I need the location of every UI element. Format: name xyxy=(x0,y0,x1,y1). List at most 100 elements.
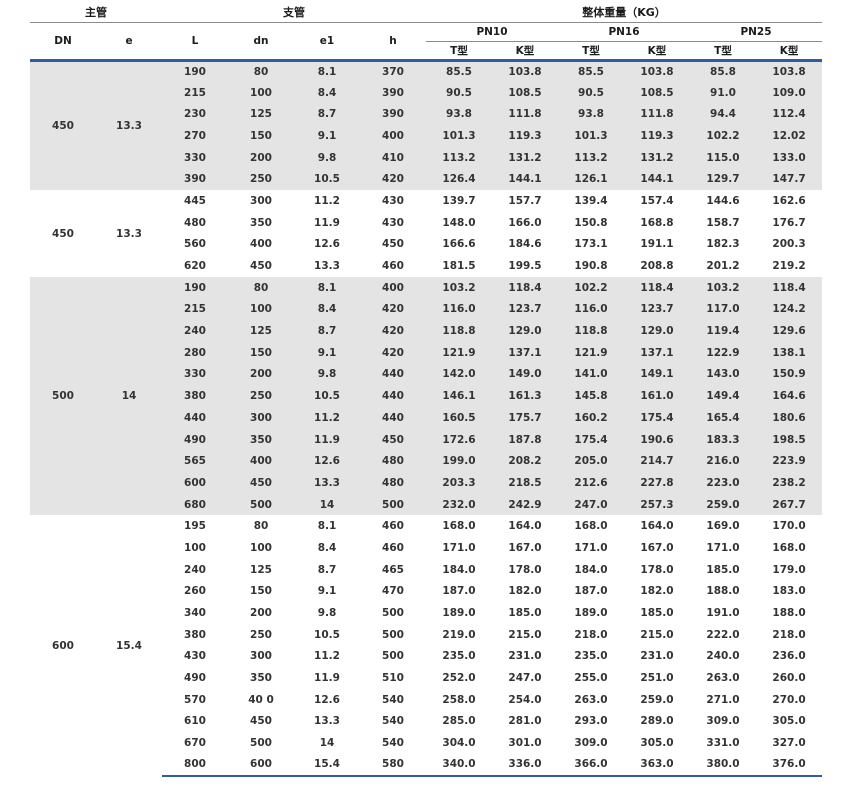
header-col-e: e xyxy=(96,22,162,62)
cell-h: 480 xyxy=(360,472,426,494)
table-row: 340 200 9.8 500 189.0 185.0 189.0 185.0 191.0 188… xyxy=(30,602,822,624)
cell-dn: 125 xyxy=(250,563,272,576)
cell-e1: 12.6 xyxy=(314,693,340,706)
cell-h: 420 xyxy=(360,341,426,364)
cell-pn10-k: 231.0 xyxy=(508,650,542,663)
cell-dn: 500 xyxy=(228,493,294,516)
cell-pn16-k: 129.0 xyxy=(624,320,690,342)
cell-pn25-t: 185.0 xyxy=(706,563,740,576)
cell-dn: 400 xyxy=(228,450,294,473)
table-row: 490 350 11.9 450 172.6 187.8 175.4 190.6 183.3 19… xyxy=(30,428,823,451)
cell-pn25-k: 376.0 xyxy=(756,754,823,777)
cell-dn: 450 xyxy=(228,472,294,494)
cell-e1: 12.6 xyxy=(294,450,360,473)
cell-pn10-k: 182.0 xyxy=(508,585,542,598)
table-row: 450 13.3 190 80 8.1 370 85.5 103.8 85.5 103.8 85.8… xyxy=(30,60,823,191)
cell-L: 240 xyxy=(162,320,228,342)
cell-L: 340 xyxy=(184,607,206,620)
cell-h: 430 xyxy=(382,216,404,229)
cell-e1: 8.4 xyxy=(294,81,360,104)
cell-L: 330 xyxy=(162,146,228,169)
header-group-main-pipe: 主管 xyxy=(30,2,162,23)
cell-L: 430 xyxy=(184,650,206,663)
cell-h: 410 xyxy=(360,146,426,169)
cell-pn25-k: 112.4 xyxy=(756,103,823,126)
cell-pn25-k: 200.3 xyxy=(772,238,806,251)
cell-L: 570 xyxy=(184,693,206,706)
cell-pn10-k: 336.0 xyxy=(492,754,558,777)
cell-pn16-t: 212.6 xyxy=(558,472,624,494)
cell-e1: 11.2 xyxy=(294,407,360,429)
cell-pn25-t: 169.0 xyxy=(706,520,740,533)
cell-pn10-k: 137.1 xyxy=(492,341,558,364)
cell-h: 420 xyxy=(360,298,426,321)
header-pn-row: DN e L dn e1 h PN10 PN16 PN25 xyxy=(30,22,823,62)
cell-dn: 150 xyxy=(228,125,294,147)
cell-L: 330 xyxy=(162,363,228,386)
cell-pn16-k: 289.0 xyxy=(640,715,674,728)
cell-e1: 14 xyxy=(319,737,335,750)
table-row: 330 200 9.8 440 142.0 149.0 141.0 149.1 143.0 150… xyxy=(30,363,823,386)
cell-pn16-t: 113.2 xyxy=(558,146,624,169)
cell-h: 510 xyxy=(382,672,404,685)
cell-pn10-t: 172.6 xyxy=(426,428,492,451)
cell-pn25-t: 94.4 xyxy=(690,103,756,126)
cell-pn16-k: 190.6 xyxy=(624,428,690,451)
cell-pn10-t: 184.0 xyxy=(442,563,476,576)
cell-pn16-t: 190.8 xyxy=(574,260,608,273)
cell-h: 430 xyxy=(382,194,404,207)
cell-L: 230 xyxy=(162,103,228,126)
cell-e1: 9.1 xyxy=(294,125,360,147)
cell-dn: 400 xyxy=(250,238,272,251)
cell-pn25-t: 183.3 xyxy=(690,428,756,451)
cell-h: 400 xyxy=(360,276,426,299)
cell-L: 390 xyxy=(162,168,228,191)
cell-pn16-t: 85.5 xyxy=(558,60,624,82)
cell-h: 420 xyxy=(360,168,426,191)
cell-h: 460 xyxy=(382,260,404,273)
cell-h: 500 xyxy=(382,650,404,663)
cell-dn: 250 xyxy=(228,385,294,407)
cell-pn10-t: 146.1 xyxy=(426,385,492,407)
cell-pn16-k: 144.1 xyxy=(624,168,690,191)
table-row: 450 13.3 445 300 11.2 430 139.7 157.7 139.4 157.4… xyxy=(30,190,822,240)
cell-L: 800 xyxy=(162,754,228,777)
cell-e1: 11.2 xyxy=(314,194,340,207)
cell-dn: 80 xyxy=(228,276,294,299)
cell-pn10-t: 148.0 xyxy=(442,216,476,229)
cell-e1: 8.4 xyxy=(317,541,337,554)
cell-pn10-k: 281.0 xyxy=(508,715,542,728)
cell-L: 240 xyxy=(184,563,206,576)
header-col-h: h xyxy=(360,22,426,62)
cell-pn10-k: 118.4 xyxy=(492,276,558,299)
cell-e1: 15.4 xyxy=(294,754,360,777)
cell-h: 500 xyxy=(382,607,404,620)
cell-pn16-t: 218.0 xyxy=(574,628,608,641)
cell-pn25-k: 179.0 xyxy=(772,563,806,576)
cell-pn16-k: 175.4 xyxy=(624,407,690,429)
cell-pn25-t: 149.4 xyxy=(690,385,756,407)
table-row: 215 100 8.4 420 116.0 123.7 116.0 123.7 117.0 124… xyxy=(30,298,823,321)
cell-pn10-t: 121.9 xyxy=(426,341,492,364)
cell-L: 190 xyxy=(162,276,228,299)
cell-pn25-t: 222.0 xyxy=(706,628,740,641)
cell-pn25-t: 103.2 xyxy=(690,276,756,299)
cell-pn16-k: 167.0 xyxy=(640,541,674,554)
header-pn10-k-type: K型 xyxy=(492,41,558,62)
cell-pn25-t: 182.3 xyxy=(706,238,740,251)
cell-pn16-t: 160.2 xyxy=(558,407,624,429)
cell-pn25-k: 183.0 xyxy=(772,585,806,598)
table-row: 240 125 8.7 465 184.0 178.0 184.0 178.0 185.0 179… xyxy=(30,559,822,581)
cell-h: 420 xyxy=(360,320,426,342)
header-col-e1: e1 xyxy=(294,22,360,62)
cell-e1: 13.3 xyxy=(294,472,360,494)
cell-L: 195 xyxy=(184,520,206,533)
cell-pn10-k: 108.5 xyxy=(492,81,558,104)
cell-e1: 9.1 xyxy=(294,341,360,364)
cell-dn: 100 xyxy=(228,81,294,104)
cell-pn16-t: 366.0 xyxy=(558,754,624,777)
cell-e1: 8.7 xyxy=(294,320,360,342)
cell-pn16-k: 123.7 xyxy=(624,298,690,321)
cell-L: 260 xyxy=(184,585,206,598)
